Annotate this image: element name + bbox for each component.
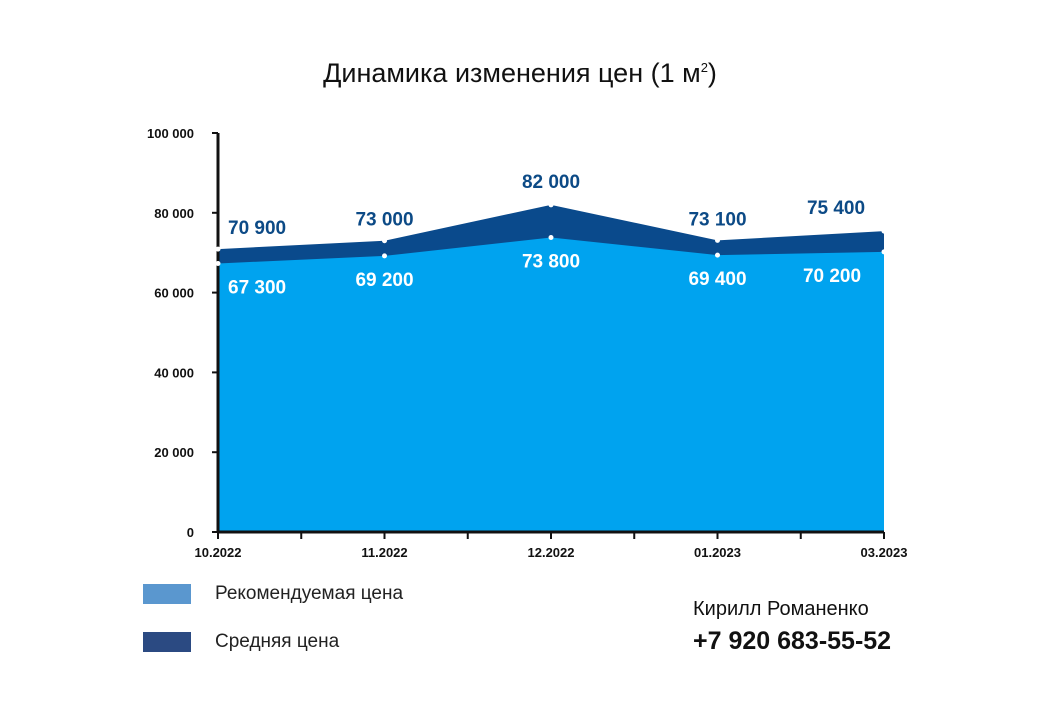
contact-phone[interactable]: +7 920 683-55-52 xyxy=(693,627,892,655)
contact-name: Кирилл Романенко xyxy=(693,598,869,620)
legend-item-recommended-price: Рекомендуемая цена xyxy=(143,583,403,605)
point-average-price xyxy=(382,238,387,244)
point-average-price xyxy=(215,246,221,252)
y-tick-label: 60 000 xyxy=(154,286,194,301)
point-recommended-price xyxy=(215,260,221,266)
x-tick-label: 01.2023 xyxy=(694,545,741,560)
y-tick-label: 80 000 xyxy=(154,206,194,221)
data-label-average-price: 70 900 xyxy=(228,218,286,239)
x-tick-label: 12.2022 xyxy=(528,545,575,560)
data-label-recommended-price: 70 200 xyxy=(803,266,861,287)
data-label-recommended-price: 73 800 xyxy=(522,252,580,273)
x-tick-label: 11.2022 xyxy=(361,545,407,560)
legend-swatch-recommended-price xyxy=(143,584,191,604)
y-tick-label: 100 000 xyxy=(147,126,194,141)
point-recommended-price xyxy=(548,235,554,241)
y-tick-label: 20 000 xyxy=(154,445,194,460)
chart-title-text: Динамика изменения цен (1 м xyxy=(323,58,701,88)
data-label-average-price: 73 000 xyxy=(355,210,413,231)
legend-label-recommended-price: Рекомендуемая цена xyxy=(215,583,404,604)
point-recommended-price xyxy=(382,253,387,259)
point-recommended-price xyxy=(715,252,720,258)
chart-title-superscript: 2 xyxy=(700,60,708,75)
area-recommended-price xyxy=(218,237,884,532)
data-label-recommended-price: 69 400 xyxy=(688,269,746,290)
point-average-price xyxy=(548,202,554,208)
data-label-average-price: 75 400 xyxy=(807,198,865,219)
x-tick-label: 03.2023 xyxy=(861,545,908,560)
legend-item-average-price: Средняя цена xyxy=(143,631,339,653)
legend-swatch-average-price xyxy=(143,632,191,652)
point-average-price xyxy=(715,237,720,243)
data-label-recommended-price: 69 200 xyxy=(355,270,413,291)
y-tick-label: 0 xyxy=(187,525,194,540)
chart-title-close: ) xyxy=(707,58,717,88)
data-label-average-price: 82 000 xyxy=(522,172,580,193)
legend-label-average-price: Средняя цена xyxy=(215,631,340,652)
data-label-average-price: 73 100 xyxy=(688,209,746,230)
point-recommended-price xyxy=(881,249,887,255)
x-tick-label: 10.2022 xyxy=(195,545,242,560)
data-label-recommended-price: 67 300 xyxy=(228,277,286,298)
chart-title: Динамика изменения цен (1 м2) xyxy=(0,58,1040,89)
contact-block: Кирилл Романенко +7 920 683-55-52 xyxy=(693,598,891,656)
point-average-price xyxy=(881,228,887,234)
y-tick-label: 40 000 xyxy=(154,365,194,380)
